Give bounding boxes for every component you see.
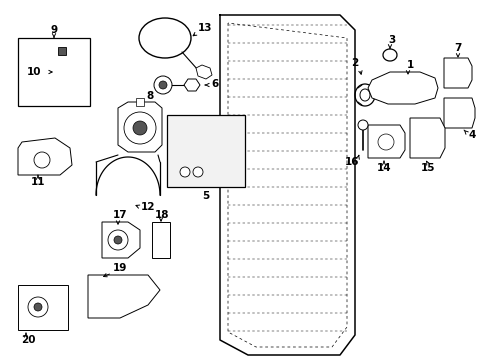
Polygon shape bbox=[409, 118, 444, 158]
Polygon shape bbox=[196, 65, 212, 79]
Circle shape bbox=[34, 303, 42, 311]
Polygon shape bbox=[367, 72, 437, 104]
Circle shape bbox=[357, 120, 367, 130]
Text: 12: 12 bbox=[141, 202, 155, 212]
Text: 9: 9 bbox=[50, 25, 58, 35]
Circle shape bbox=[124, 112, 156, 144]
Text: 11: 11 bbox=[31, 177, 45, 187]
Circle shape bbox=[34, 152, 50, 168]
Text: 13: 13 bbox=[197, 23, 212, 33]
Polygon shape bbox=[118, 102, 162, 152]
Circle shape bbox=[114, 236, 122, 244]
Text: 1: 1 bbox=[406, 60, 413, 70]
Text: 5: 5 bbox=[202, 191, 209, 201]
Text: 3: 3 bbox=[387, 35, 395, 45]
Text: 14: 14 bbox=[376, 163, 390, 173]
Text: 19: 19 bbox=[113, 263, 127, 273]
Text: 6: 6 bbox=[211, 79, 218, 89]
Polygon shape bbox=[18, 138, 72, 175]
Polygon shape bbox=[88, 275, 160, 318]
Bar bbox=[18, 38, 90, 106]
Circle shape bbox=[193, 167, 203, 177]
Polygon shape bbox=[183, 79, 200, 91]
Polygon shape bbox=[443, 58, 471, 88]
Bar bbox=[58, 47, 66, 55]
Polygon shape bbox=[443, 98, 474, 128]
Text: 17: 17 bbox=[112, 210, 127, 220]
Circle shape bbox=[377, 134, 393, 150]
Circle shape bbox=[108, 230, 128, 250]
Text: 4: 4 bbox=[468, 130, 475, 140]
Text: 18: 18 bbox=[154, 210, 169, 220]
Circle shape bbox=[154, 76, 172, 94]
Bar bbox=[167, 115, 244, 187]
Circle shape bbox=[28, 297, 48, 317]
Polygon shape bbox=[102, 222, 140, 258]
Polygon shape bbox=[152, 222, 170, 258]
Polygon shape bbox=[18, 285, 68, 330]
Text: 2: 2 bbox=[351, 58, 358, 68]
Circle shape bbox=[159, 81, 167, 89]
Text: 16: 16 bbox=[344, 157, 359, 167]
Circle shape bbox=[180, 167, 190, 177]
Text: 20: 20 bbox=[20, 335, 35, 345]
Polygon shape bbox=[367, 125, 404, 158]
Text: 15: 15 bbox=[420, 163, 434, 173]
Text: 7: 7 bbox=[453, 43, 461, 53]
Text: 8: 8 bbox=[146, 91, 153, 101]
Text: 10: 10 bbox=[27, 67, 41, 77]
Circle shape bbox=[133, 121, 147, 135]
Bar bbox=[136, 98, 143, 106]
